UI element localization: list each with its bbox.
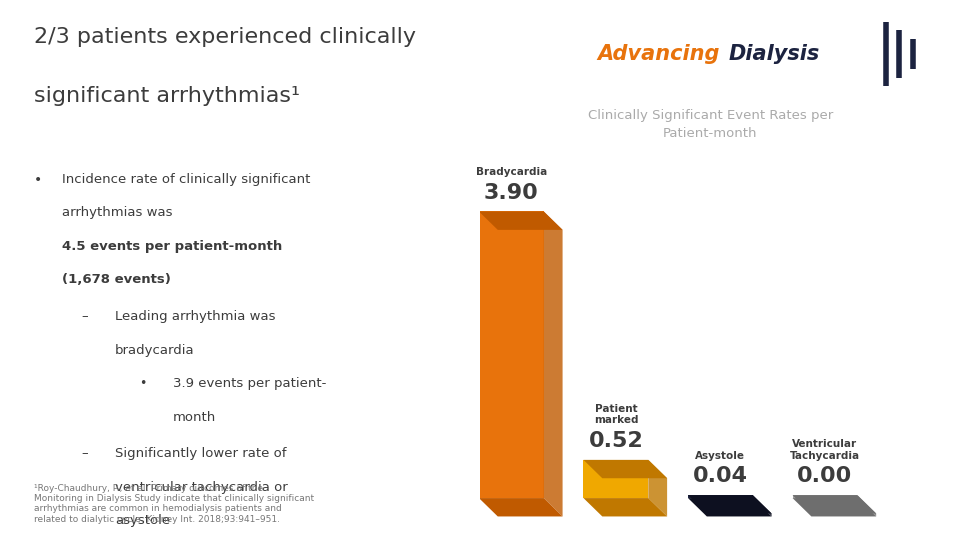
Polygon shape <box>857 495 876 516</box>
Polygon shape <box>793 498 876 516</box>
Polygon shape <box>584 460 667 478</box>
Polygon shape <box>479 498 563 516</box>
Polygon shape <box>584 460 648 498</box>
Text: Dialysis: Dialysis <box>729 44 820 64</box>
Text: ¹Roy-Chaudhury, P., et al. Primary outcomes of the
Monitoring in Dialysis Study : ¹Roy-Chaudhury, P., et al. Primary outco… <box>34 484 314 524</box>
Polygon shape <box>479 212 543 498</box>
Text: Significantly lower rate of: Significantly lower rate of <box>115 447 287 460</box>
Polygon shape <box>793 495 857 498</box>
Polygon shape <box>543 212 563 516</box>
Text: 0.52: 0.52 <box>588 431 643 451</box>
Text: 0.00: 0.00 <box>798 467 852 487</box>
Text: 3.9 events per patient-: 3.9 events per patient- <box>173 377 326 390</box>
Text: 2/3 patients experienced clinically: 2/3 patients experienced clinically <box>34 27 416 47</box>
Text: –: – <box>82 310 88 323</box>
Text: arrhythmias was: arrhythmias was <box>62 206 173 219</box>
Polygon shape <box>688 495 753 498</box>
Text: ventricular tachycardia or: ventricular tachycardia or <box>115 481 288 494</box>
Text: bradycardia: bradycardia <box>115 343 195 356</box>
Text: •: • <box>139 377 147 390</box>
Text: (1,678 events): (1,678 events) <box>62 273 171 286</box>
Text: –: – <box>82 447 88 460</box>
Polygon shape <box>648 460 667 516</box>
Text: Clinically Significant Event Rates per
Patient-month: Clinically Significant Event Rates per P… <box>588 109 833 140</box>
Text: Asystole: Asystole <box>695 450 745 461</box>
Text: Incidence rate of clinically significant: Incidence rate of clinically significant <box>62 173 311 186</box>
Text: 3.90: 3.90 <box>484 183 539 202</box>
Polygon shape <box>688 495 772 514</box>
Text: Bradycardia: Bradycardia <box>476 167 547 177</box>
Text: asystole: asystole <box>115 514 170 527</box>
Text: Leading arrhythmia was: Leading arrhythmia was <box>115 310 276 323</box>
Text: month: month <box>173 410 216 423</box>
Text: significant arrhythmias¹: significant arrhythmias¹ <box>34 86 300 106</box>
Text: Ventricular
Tachycardia: Ventricular Tachycardia <box>790 439 860 461</box>
Text: Advancing: Advancing <box>597 44 720 64</box>
Text: 0.04: 0.04 <box>693 467 748 487</box>
Polygon shape <box>753 495 772 516</box>
Text: 4.5 events per patient-month: 4.5 events per patient-month <box>62 240 282 253</box>
Polygon shape <box>584 498 667 516</box>
Polygon shape <box>793 495 876 514</box>
Text: Patient
marked: Patient marked <box>593 404 638 426</box>
Polygon shape <box>688 498 772 516</box>
Polygon shape <box>479 212 563 230</box>
Text: •: • <box>34 173 42 187</box>
